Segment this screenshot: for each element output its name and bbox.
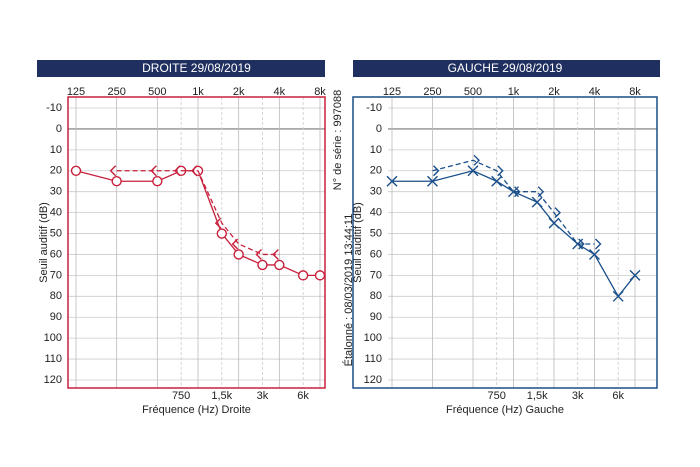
data-point	[578, 238, 585, 250]
y-tick-label: 20	[370, 165, 382, 177]
y-tick-label: -10	[366, 102, 382, 114]
data-point	[216, 228, 227, 239]
y-tick-label: 100	[364, 332, 382, 344]
y-tick-label: 50	[370, 227, 382, 239]
y-tick-label: 70	[370, 269, 382, 281]
data-point	[152, 176, 163, 187]
y-tick-label: 70	[50, 269, 62, 281]
x-tick-label: 500	[148, 86, 166, 98]
y-tick-label: 100	[44, 332, 62, 344]
data-point	[150, 165, 157, 177]
data-point	[233, 249, 244, 260]
x-tick-label: 1,5k	[211, 390, 232, 402]
plot-frame	[352, 96, 658, 389]
y-tick-label: 0	[56, 123, 62, 135]
data-point	[274, 259, 285, 271]
chart-title: GAUCHE 29/08/2019	[448, 61, 563, 75]
data-point	[191, 165, 198, 177]
x-tick-label: 1k	[508, 86, 520, 98]
data-point	[214, 217, 222, 229]
x-tick-label: 750	[172, 390, 190, 402]
data-point	[514, 186, 521, 198]
data-point	[554, 207, 561, 219]
data-point	[427, 175, 438, 187]
x-tick-label: 3k	[572, 390, 584, 402]
y-tick-label: 90	[370, 311, 382, 323]
x-tick-label: 4k	[589, 86, 601, 98]
x-tick-label: 6k	[297, 390, 309, 402]
y-tick-label: 50	[50, 227, 62, 239]
x-tick-label: 2k	[548, 86, 560, 98]
x-tick-label: 2k	[233, 86, 245, 98]
y-tick-label: 30	[370, 186, 382, 198]
x-tick-label: 1k	[192, 86, 204, 98]
x-tick-label: 125	[383, 86, 401, 98]
y-tick-label: 20	[50, 165, 62, 177]
y-tick-label: 40	[370, 207, 382, 219]
y-tick-label: 110	[364, 353, 382, 365]
data-point	[548, 217, 560, 229]
x-tick-label: 8k	[629, 86, 641, 98]
y-tick-label: 60	[50, 248, 62, 260]
data-point	[314, 270, 326, 281]
y-tick-label: 60	[370, 248, 382, 260]
data-point	[386, 175, 398, 187]
y-tick-label: 80	[370, 290, 382, 302]
x-tick-label: 125	[67, 86, 85, 98]
x-tick-label: 4k	[274, 86, 286, 98]
data-point	[595, 238, 602, 250]
x-tick-label: 250	[107, 86, 125, 98]
data-point	[467, 165, 479, 177]
data-point	[537, 186, 545, 198]
plot-frame	[67, 96, 326, 389]
y-axis-label: Seuil auditif (dB)	[38, 202, 50, 283]
y-tick-label: 80	[50, 290, 62, 302]
y-tick-label: -10	[46, 102, 62, 114]
y-tick-label: 120	[364, 374, 382, 386]
data-point	[589, 248, 600, 260]
y-tick-label: 110	[44, 353, 62, 365]
data-point	[612, 290, 624, 302]
x-tick-label: 250	[423, 86, 441, 98]
data-point	[497, 165, 504, 177]
data-point	[174, 165, 181, 177]
data-point	[70, 165, 82, 176]
data-point	[473, 154, 480, 166]
data-point	[255, 248, 262, 260]
x-tick-label: 1,5k	[527, 390, 548, 402]
y-tick-label: 120	[44, 374, 62, 386]
data-point	[433, 165, 440, 177]
x-axis-label: Fréquence (Hz) Gauche	[446, 404, 564, 416]
chart-title: DROITE 29/08/2019	[142, 61, 251, 75]
y-tick-label: 10	[50, 144, 62, 156]
y-tick-label: 10	[370, 144, 382, 156]
side-annotation: Étalonné : 08/03/2019 13:44:11	[342, 214, 355, 367]
x-tick-label: 500	[464, 86, 482, 98]
y-tick-label: 30	[50, 186, 62, 198]
data-point	[109, 165, 117, 177]
x-axis-label: Fréquence (Hz) Droite	[142, 404, 251, 416]
y-tick-label: 40	[50, 207, 62, 219]
data-point	[629, 269, 641, 281]
data-point	[231, 238, 239, 250]
data-point	[297, 270, 309, 281]
x-tick-label: 750	[488, 390, 506, 402]
y-tick-label: 90	[50, 311, 62, 323]
data-point	[272, 248, 279, 260]
data-point	[257, 259, 268, 271]
x-tick-label: 8k	[314, 86, 326, 98]
header-bar	[353, 60, 660, 77]
header-bar	[37, 60, 325, 77]
series-line	[432, 159, 595, 245]
y-tick-label: 0	[376, 123, 382, 135]
side-annotation: N° de série : 997088	[332, 90, 344, 190]
y-axis-label: Seuil auditif (dB)	[352, 202, 364, 283]
data-point	[491, 175, 503, 187]
data-point	[111, 176, 122, 187]
data-point	[531, 196, 543, 208]
x-tick-label: 3k	[257, 390, 269, 402]
x-tick-label: 6k	[612, 390, 624, 402]
